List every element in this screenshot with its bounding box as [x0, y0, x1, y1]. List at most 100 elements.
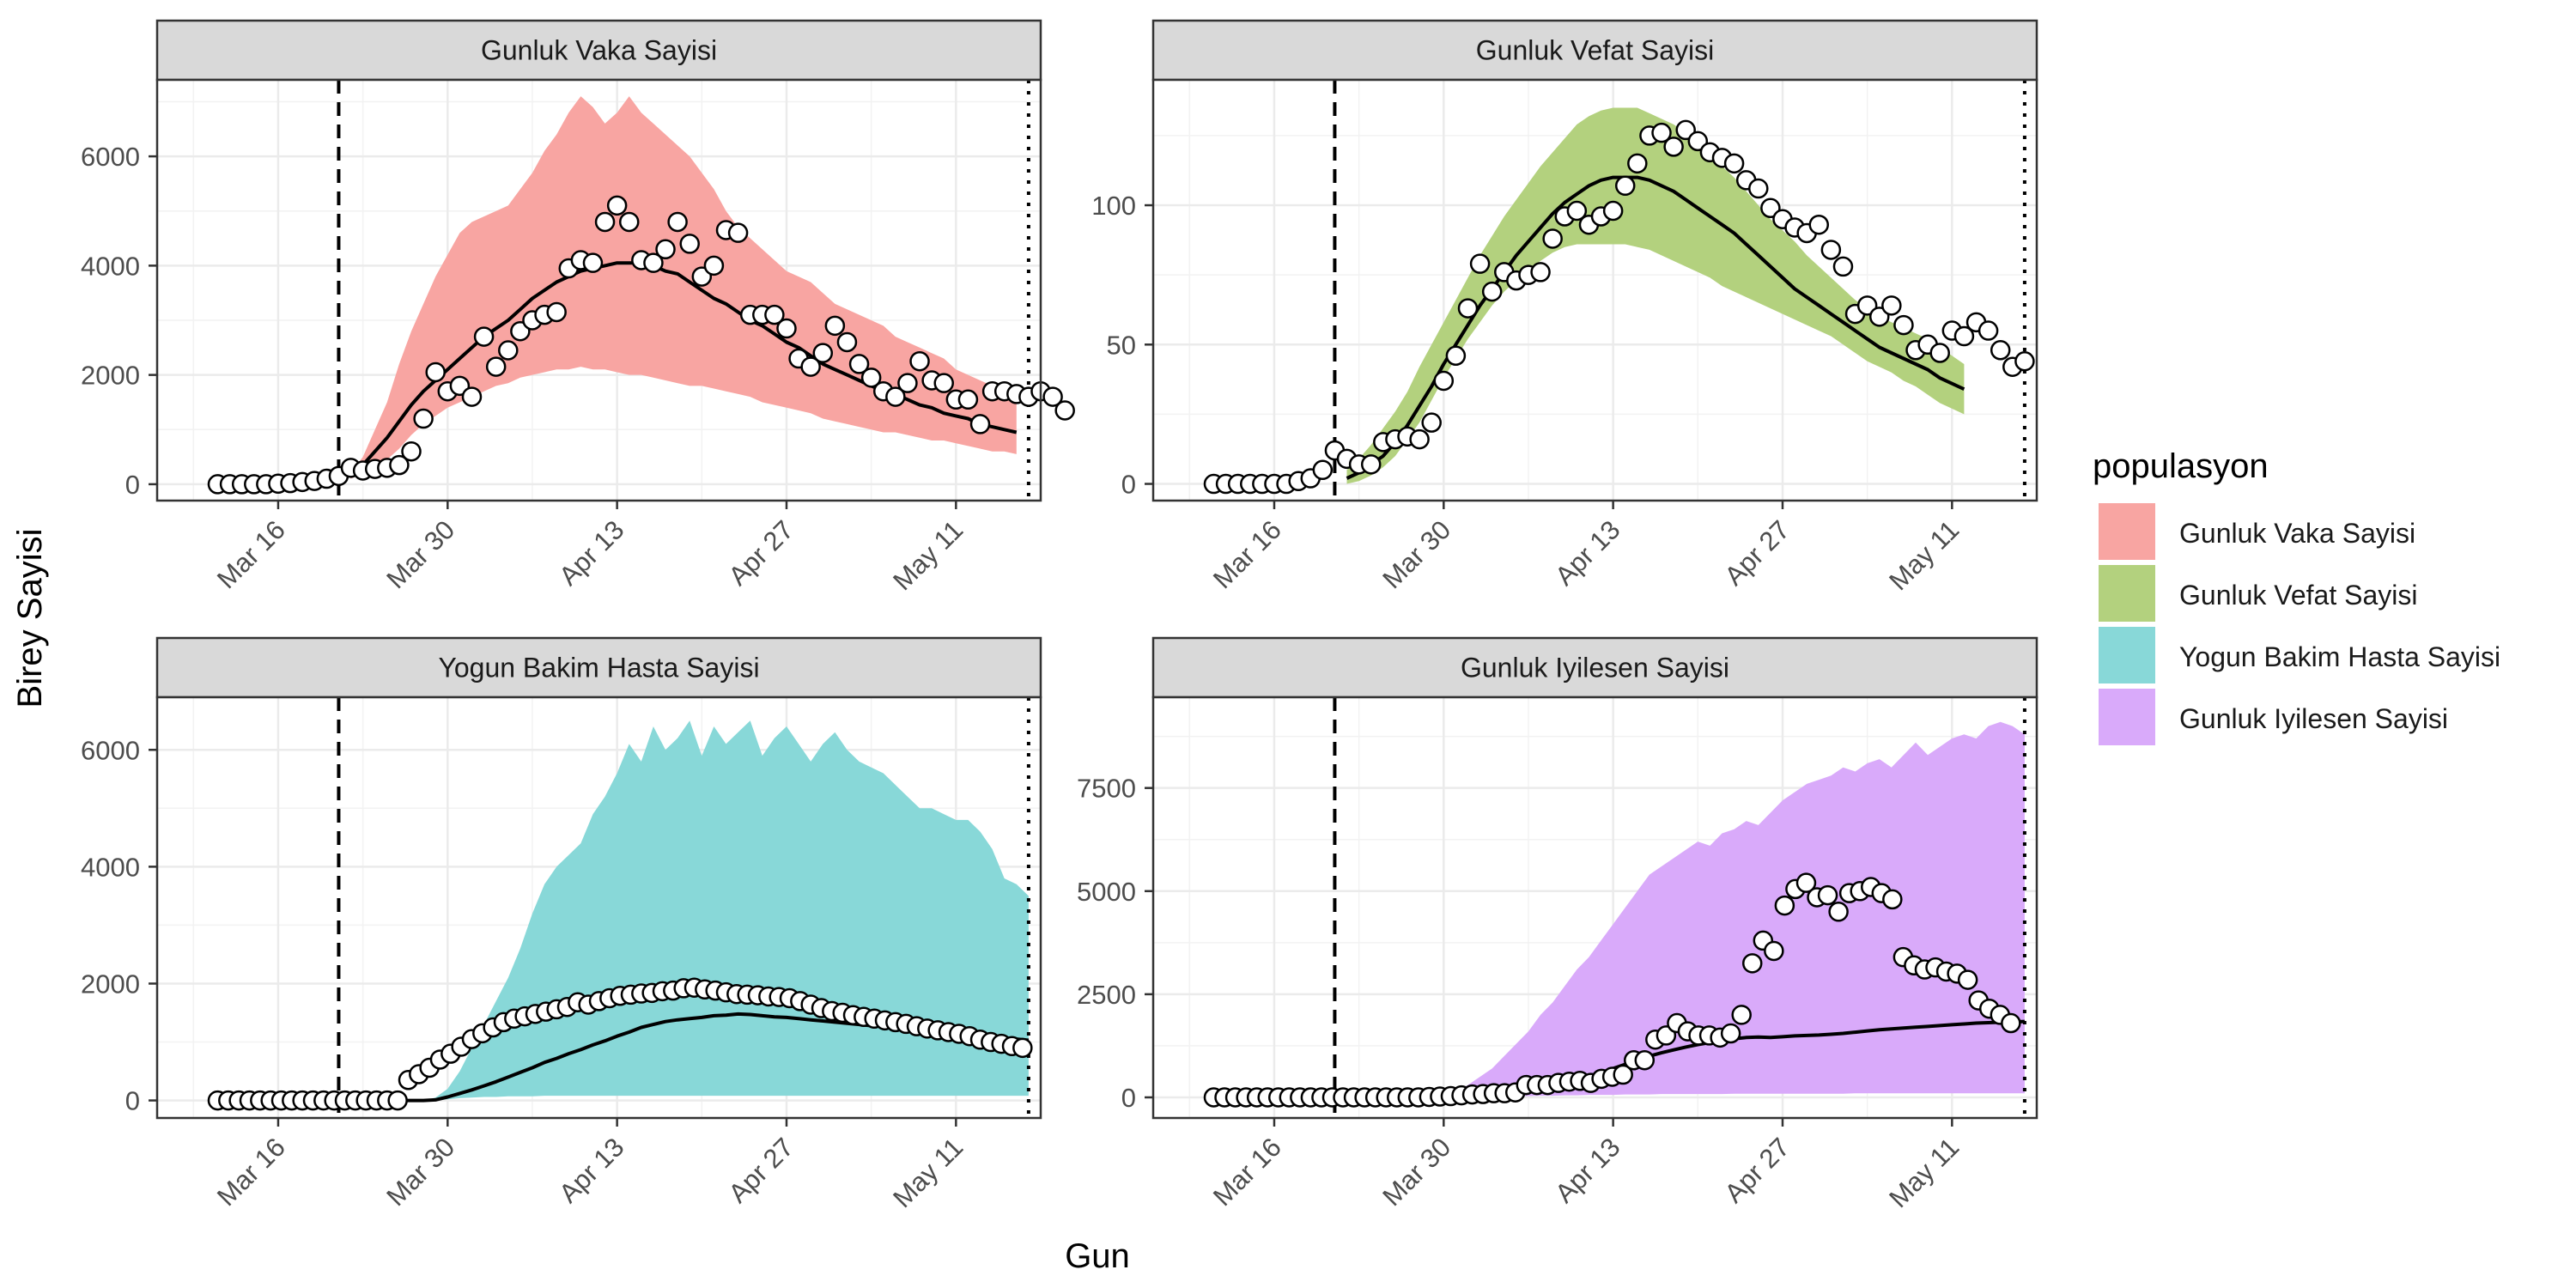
data-point [1566, 200, 1588, 222]
x-tick-label: Mar 30 [1376, 514, 1456, 594]
x-tick-label: Mar 16 [1207, 1132, 1287, 1212]
data-point [582, 252, 604, 273]
x-tick-label: Mar 16 [211, 514, 291, 594]
data-point [1741, 953, 1763, 974]
data-point [1634, 1049, 1656, 1071]
x-tick-label: Apr 13 [1549, 514, 1625, 591]
x-tick-label: May 11 [887, 1132, 969, 1213]
data-point [1929, 343, 1950, 363]
data-point [1542, 228, 1563, 249]
facet-strip [1151, 636, 2038, 699]
y-tick-label: 5000 [1077, 877, 1136, 907]
legend-label-vaka: Gunluk Vaka Sayisi [2179, 518, 2415, 549]
data-point [1881, 295, 1902, 316]
data-point [1978, 320, 1999, 341]
y-tick-label: 0 [125, 470, 140, 500]
data-point [1481, 281, 1503, 302]
x-tick-label: Apr 13 [1549, 1132, 1625, 1208]
data-point [1720, 1023, 1741, 1044]
panel-1: Gunluk Vaka Sayisi 0 2000 4000 6000 Mar 16 Mar… [81, 19, 1075, 596]
data-point [836, 331, 858, 353]
data-point [824, 315, 846, 337]
data-point [389, 454, 410, 476]
data-point [1990, 340, 2011, 361]
y-tick-label: 50 [1107, 330, 1136, 360]
data-point [655, 239, 676, 260]
facet-strip-title: Gunluk Iyilesen Sayisi [1461, 653, 1729, 683]
legend-key-vefat [2099, 565, 2155, 622]
data-point [1832, 256, 1854, 277]
ribbon-band [350, 720, 1029, 1101]
data-point [1748, 178, 1769, 199]
facet-strip [155, 636, 1042, 699]
data-point [1731, 1005, 1752, 1025]
x-tick-label: Mar 16 [211, 1132, 291, 1212]
data-point [897, 373, 918, 393]
legend: populasyon Gunluk Vaka Sayisi Gunluk Vef… [2093, 447, 2500, 745]
y-tick-label: 4000 [81, 251, 140, 281]
y-tick-label: 6000 [81, 735, 140, 765]
data-point [764, 304, 785, 325]
data-point [1433, 370, 1455, 392]
legend-label-iyilesen: Gunluk Iyilesen Sayisi [2179, 703, 2448, 734]
legend-key-yogun-bakim [2099, 627, 2155, 683]
data-point [2001, 1012, 2021, 1034]
x-tick-label: Apr 13 [553, 1132, 629, 1208]
data-point [2014, 350, 2035, 372]
y-tick-label: 2000 [81, 969, 140, 999]
data-point [1817, 884, 1838, 906]
data-point [1828, 902, 1849, 922]
data-point [848, 354, 870, 374]
data-point [812, 343, 834, 363]
data-point [401, 440, 422, 462]
median-line [349, 261, 1018, 477]
data-point [413, 408, 434, 429]
panel-border [1151, 78, 2038, 502]
panel-border [1151, 696, 2038, 1120]
data-point [1054, 400, 1075, 421]
data-point [606, 195, 628, 216]
data-point [1627, 153, 1648, 174]
data-point [618, 211, 640, 233]
data-point [1893, 314, 1914, 336]
y-tick-label: 4000 [81, 852, 140, 882]
data-point [473, 326, 495, 347]
data-point [1613, 1064, 1633, 1085]
data-point [461, 386, 483, 407]
x-tick-label: Mar 30 [380, 514, 460, 594]
y-tick-label: 0 [1121, 470, 1136, 500]
data-point [969, 414, 991, 434]
facet-strip-title: Gunluk Vaka Sayisi [481, 35, 717, 66]
data-point [425, 361, 446, 383]
data-point [643, 252, 664, 273]
panel-border [155, 78, 1042, 502]
y-tick-label: 7500 [1077, 774, 1136, 804]
data-point [1469, 253, 1491, 274]
data-point [1614, 175, 1636, 197]
y-axis-label: Birey Sayisi [11, 529, 49, 708]
data-point [1808, 214, 1830, 235]
data-point [1530, 262, 1551, 283]
data-point [1445, 345, 1467, 367]
y-tick-label: 2000 [81, 361, 140, 391]
data-point [1360, 454, 1382, 475]
panel-3: Yogun Bakim Hasta Sayisi 0 2000 4000 6000 Mar… [81, 636, 1042, 1213]
data-point [546, 301, 567, 323]
data-point [1764, 940, 1784, 962]
data-point [933, 373, 954, 393]
panel-2: Gunluk Vefat Sayisi 0 50 100 Mar 16 Mar 30 Apr… [1091, 19, 2038, 596]
x-tick-label: Mar 16 [1207, 514, 1287, 594]
ribbon-band [1346, 721, 2025, 1097]
legend-label-yogun-bakim: Yogun Bakim Hasta Sayisi [2179, 641, 2500, 672]
data-point [1820, 240, 1842, 260]
y-tick-label: 0 [125, 1086, 140, 1116]
data-point [703, 255, 725, 276]
legend-key-iyilesen [2099, 689, 2155, 745]
facet-strip [1151, 19, 2038, 82]
facet-strip [155, 19, 1042, 82]
data-point [800, 356, 821, 377]
facet-strip-title: Yogun Bakim Hasta Sayisi [438, 653, 759, 683]
data-point [1723, 153, 1745, 174]
x-tick-label: Apr 13 [553, 514, 629, 591]
